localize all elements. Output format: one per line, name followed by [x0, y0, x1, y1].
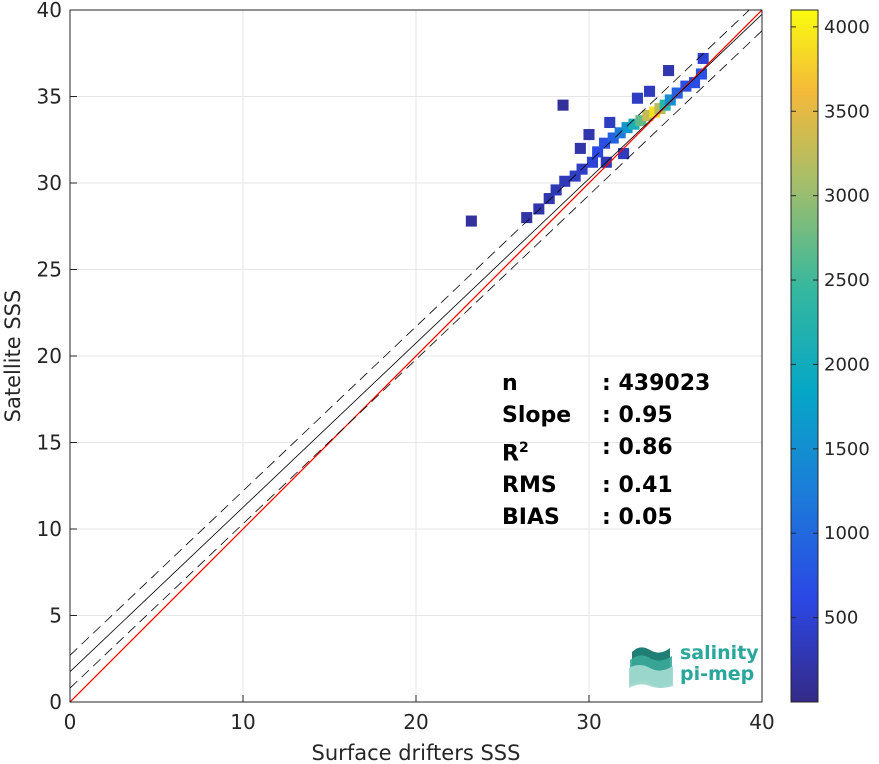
y-tick-label: 20	[37, 344, 62, 368]
stat-row: n : 439023	[502, 368, 710, 400]
identity-line	[70, 10, 762, 702]
density-cell	[697, 52, 709, 64]
density-cell	[631, 92, 643, 104]
x-tick-label: 20	[403, 710, 428, 734]
colorbar-tick-label: 1500	[824, 439, 870, 460]
colorbar-tick-label: 3000	[824, 186, 870, 207]
density-cell	[663, 65, 675, 77]
regression-line	[70, 14, 762, 673]
colorbar-tick-label: 3500	[824, 101, 870, 122]
stat-value: : 0.86	[602, 435, 673, 460]
stat-key: Slope	[502, 403, 572, 428]
x-tick-label: 40	[749, 710, 774, 734]
y-tick-label: 10	[37, 517, 62, 541]
density-cell	[550, 184, 562, 196]
density-cell	[628, 118, 640, 130]
stat-value: : 0.05	[602, 505, 673, 531]
density-cell	[583, 129, 595, 141]
y-axis-label: Satellite SSS	[1, 290, 25, 423]
density-cell	[642, 109, 654, 122]
stat-row: R2 : 0.86	[502, 432, 710, 470]
stat-key: R2	[502, 440, 529, 467]
salinity-pi-mep-logo: salinity pi-mep	[628, 640, 759, 688]
stat-row: Slope : 0.95	[502, 400, 710, 432]
density-cell	[559, 175, 571, 187]
colorbar-tick-label: 4000	[824, 17, 870, 38]
y-tick-label: 30	[37, 171, 62, 195]
stat-value: : 439023	[602, 371, 711, 396]
colorbar-tick-label: 2500	[824, 270, 870, 291]
logo-line2: pi-mep	[680, 663, 755, 685]
reference-lines	[70, 10, 762, 702]
density-cell	[664, 94, 676, 106]
y-axis-ticks: 0 5 10 15 20 25 30 35 40	[37, 0, 77, 714]
density-cell	[543, 193, 555, 205]
stat-key: n	[502, 371, 518, 396]
colorbar	[790, 9, 819, 703]
y-tick-label: 35	[37, 85, 62, 109]
density-cell	[599, 137, 611, 149]
y-tick-label: 15	[37, 431, 62, 455]
stat-key: BIAS	[502, 505, 560, 531]
density-cell	[586, 156, 598, 168]
colorbar-ticks: 500 1000 1500 2000 2500 3000 3500 4000	[791, 17, 870, 629]
density-cell	[618, 148, 630, 160]
colorbar-tick-label: 1000	[824, 523, 870, 544]
statistics-box: n : 439023 Slope : 0.95 R2 : 0.86 RMS : 0.41 BIA…	[502, 368, 710, 534]
stat-row: RMS : 0.41	[502, 470, 710, 502]
y-tick-label: 40	[37, 0, 62, 22]
y-tick-label: 5	[49, 604, 62, 628]
density-cell	[592, 146, 604, 158]
stat-key: RMS	[502, 473, 557, 499]
x-tick-label: 30	[576, 710, 601, 734]
density-cell	[671, 87, 683, 99]
density-cell	[688, 77, 701, 89]
salinity-waves-icon	[629, 647, 673, 688]
colorbar-tick-label: 2000	[824, 354, 870, 375]
x-tick-label: 10	[230, 710, 255, 734]
stat-row: BIAS : 0.05	[502, 502, 710, 534]
density-cells	[465, 52, 709, 227]
x-tick-label: 0	[64, 710, 77, 734]
density-cell	[635, 115, 647, 127]
stat-value: : 0.95	[602, 403, 673, 428]
density-cell	[607, 132, 619, 144]
stat-value: : 0.41	[602, 473, 673, 499]
x-axis-ticks: 0 10 20 30 40	[64, 695, 775, 734]
colorbar-tick-label: 500	[824, 608, 858, 629]
density-cell	[695, 68, 707, 80]
density-cell	[557, 99, 569, 111]
density-cell	[533, 203, 545, 215]
y-tick-label: 25	[37, 258, 62, 282]
density-cell	[465, 215, 477, 227]
density-cell	[621, 122, 633, 134]
stat-key-superscript: 2	[518, 440, 529, 456]
density-cell	[521, 212, 533, 224]
density-cell	[644, 85, 656, 97]
logo-line1: salinity	[680, 642, 759, 664]
density-cell	[604, 116, 616, 128]
y-tick-label: 0	[49, 690, 62, 714]
x-axis-label: Surface drifters SSS	[312, 741, 521, 764]
density-cell	[569, 170, 581, 182]
density-cell	[574, 142, 586, 154]
